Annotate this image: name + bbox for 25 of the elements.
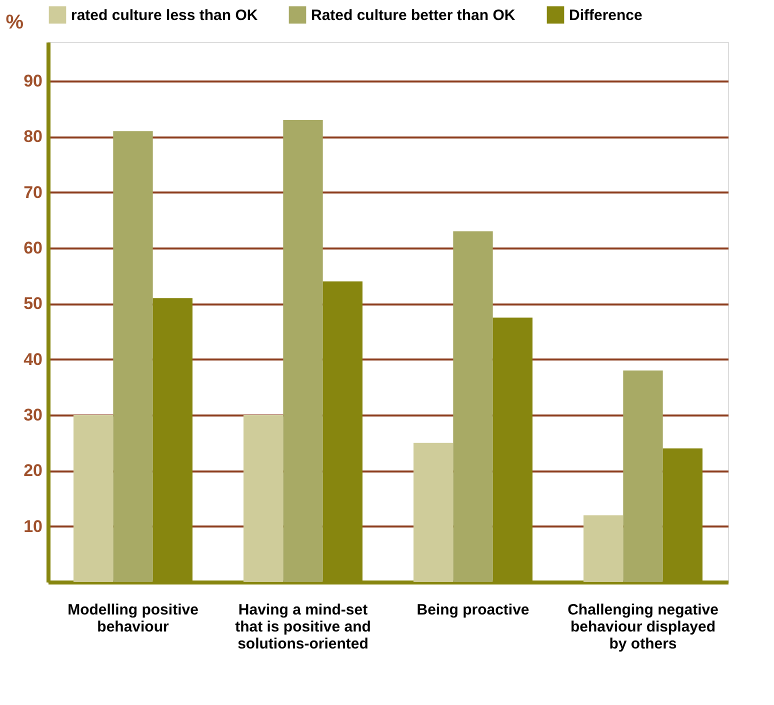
bar (453, 231, 493, 582)
x-tick-label: Challenging negative behaviour displayed by others (568, 602, 718, 652)
y-tick-label: 20 (24, 461, 42, 480)
y-tick-label: 60 (24, 238, 42, 258)
x-tick-label: Being proactive (416, 602, 530, 618)
y-tick-label: 80 (24, 127, 42, 146)
bar (623, 370, 663, 582)
legend-label: Rated culture better than OK (311, 6, 516, 24)
y-tick-label: 10 (24, 516, 42, 536)
bar (283, 120, 323, 582)
y-tick-label: 40 (24, 350, 42, 369)
bar (74, 414, 114, 582)
legend-label: rated culture less than OK (71, 6, 258, 24)
bar (113, 131, 153, 582)
bar (584, 515, 624, 582)
y-tick-label: 50 (24, 294, 42, 314)
x-tick-label: Having a mind-set that is positive and solutions-oriented (235, 602, 371, 652)
legend-label: Difference (569, 6, 642, 24)
x-tick-label: Modelling positive behaviour (68, 602, 198, 636)
y-tick-label: 70 (24, 182, 42, 202)
y-tick-label: 90 (24, 71, 42, 90)
bar (244, 414, 284, 582)
y-axis-title: % (6, 12, 24, 34)
y-tick-label: 30 (24, 405, 42, 424)
bar (414, 442, 454, 582)
